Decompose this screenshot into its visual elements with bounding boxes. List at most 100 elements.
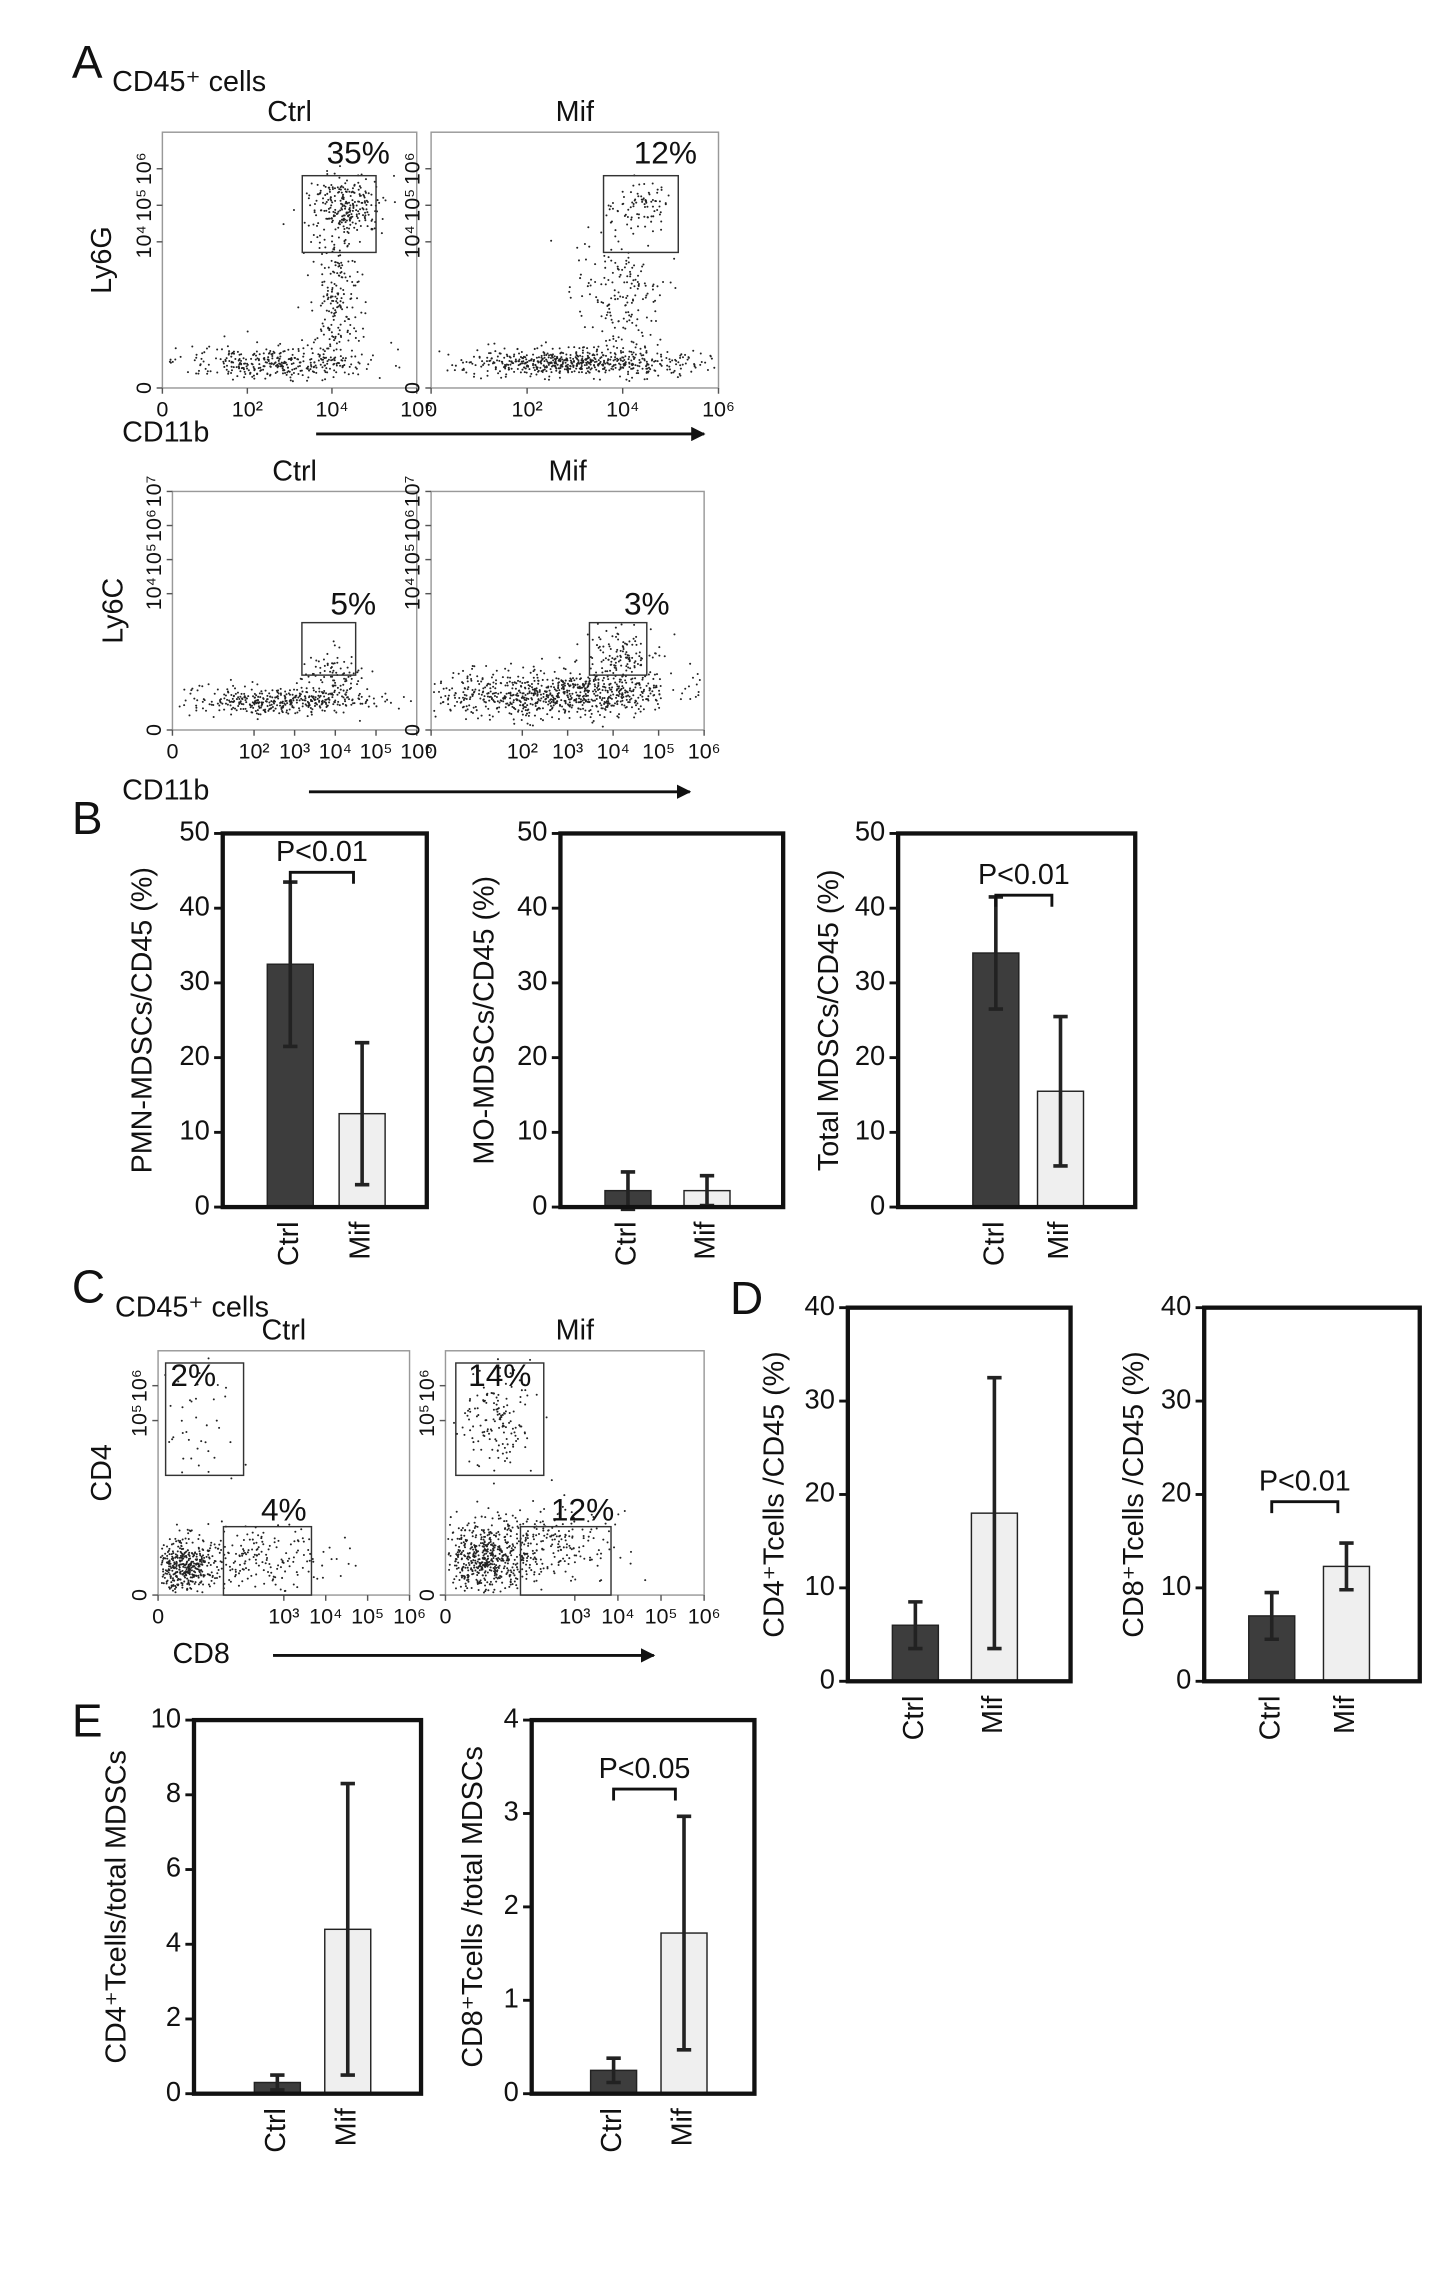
cell-dot [512,706,515,709]
cell-dot [605,214,608,217]
cell-dot [208,703,211,706]
cell-dot [632,694,635,697]
cell-dot [611,657,614,660]
cell-dot [453,694,456,697]
cell-dot [522,1552,525,1555]
cell-dot [200,1563,203,1566]
cell-dot [625,681,628,684]
cell-dot [364,211,367,214]
cell-dot [567,346,570,349]
x-tick-label: 10² [512,397,543,422]
cell-dot [308,1559,311,1562]
cell-dot [608,369,611,372]
cell-dot [282,223,285,226]
cell-dot [493,1469,496,1472]
cell-dot [232,350,235,353]
cell-dot [637,213,640,216]
y-tick-label: 0 [414,1589,439,1601]
cell-dot [524,1389,527,1392]
cell-dot [532,1499,535,1502]
x-axis-label: CD11b [122,417,209,449]
cell-dot [497,1393,500,1396]
cell-dot [526,364,529,367]
cell-dot [637,329,640,332]
cell-dot [627,311,630,314]
cell-dot [568,290,571,293]
cell-dot [234,692,237,695]
cell-dot [578,1550,581,1553]
cell-dot [606,704,609,707]
cell-dot [227,352,231,355]
cell-dot [636,318,639,321]
cell-dot [628,350,631,353]
cell-dot [587,1520,590,1523]
cell-dot [618,362,621,365]
cell-dot [573,679,576,682]
cell-dot [579,716,582,719]
cell-dot [347,675,350,678]
cell-dot [583,1557,586,1560]
cell-dot [209,1544,212,1547]
cell-dot [533,358,536,361]
cell-dot [564,679,567,682]
cell-dot [524,709,527,712]
cell-dot [195,1553,198,1556]
cell-dot [352,284,355,287]
cell-dot [292,209,295,212]
cell-dot [550,694,553,697]
cell-dot [486,1581,489,1584]
cell-dot [641,200,644,203]
cell-dot [669,281,672,284]
cell-dot [478,1561,481,1564]
cell-dot [255,354,258,357]
cell-dot [195,704,198,707]
cell-dot [547,363,550,366]
cell-dot [268,1544,271,1547]
cell-dot [258,353,261,356]
cell-dot [198,1533,201,1537]
cell-dot [300,1528,303,1531]
cell-dot [205,1555,208,1558]
cell-dot [622,647,625,651]
cell-dot [639,694,642,697]
y-tick-label: 10 [855,1115,885,1146]
cell-dot [704,361,707,364]
cell-dot [487,363,490,366]
cell-dot [214,1577,217,1580]
cell-dot [600,1552,603,1555]
cell-dot [490,697,493,700]
cell-dot [331,299,334,302]
cell-dot [242,707,245,710]
cell-dot [323,238,326,241]
cell-dot [242,1549,245,1552]
significance-bracket [994,893,1054,907]
cell-dot [500,1557,503,1560]
cell-dot [178,1564,181,1567]
cell-dot [607,1530,610,1533]
cell-dot [465,718,468,721]
cell-dot [581,703,584,706]
cell-dot [592,699,595,702]
cell-dot [569,1547,572,1550]
cell-dot [600,699,603,702]
cell-dot [277,1539,280,1542]
y-tick-label: 30 [1161,1383,1191,1414]
cell-dot [270,700,273,703]
cell-dot [362,193,365,196]
cell-dot [480,365,483,368]
cell-dot [345,226,349,229]
cell-dot [616,297,619,300]
cell-dot [615,668,618,671]
x-tick-label: 10⁶ [702,397,735,422]
cell-dot [544,341,547,344]
cell-dot [469,1397,472,1401]
cell-dot [271,357,274,360]
cell-dot [375,705,378,708]
cell-dot [196,1383,199,1386]
cell-dot [321,253,324,256]
cell-dot [536,368,539,371]
cell-dot [477,1554,480,1557]
cell-dot [582,694,585,697]
cell-dot [279,702,282,705]
cell-dot [546,1566,549,1569]
